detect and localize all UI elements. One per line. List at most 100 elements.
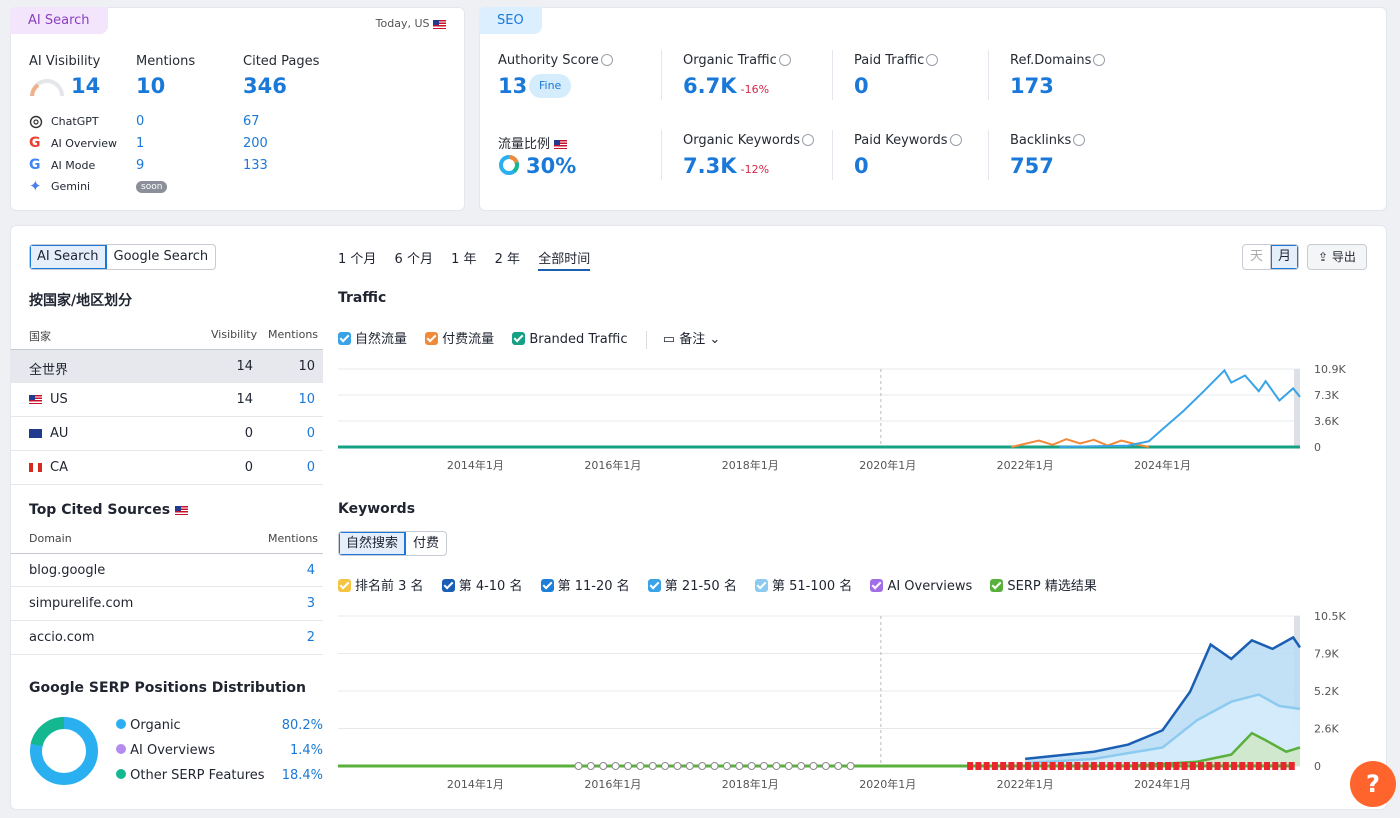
platform-cited[interactable]: 133 <box>243 158 268 173</box>
platform-mentions[interactable]: 0 <box>136 114 145 129</box>
google-update-marker <box>574 762 583 770</box>
legend-paid-traffic[interactable]: 付费流量 <box>425 332 494 347</box>
cited-title: Top Cited Sources <box>29 502 188 518</box>
google-update-marker <box>698 762 707 770</box>
ref-domains-value[interactable]: 173 <box>1010 74 1054 98</box>
authority-score-value[interactable]: 13 <box>498 74 528 98</box>
country-visibility: 14 <box>236 392 253 407</box>
google-update-marker <box>599 762 608 770</box>
info-icon[interactable] <box>1093 53 1106 66</box>
country-row-us[interactable]: US 14 10 <box>11 383 323 417</box>
export-button[interactable]: ⇪ 导出 <box>1307 244 1367 270</box>
info-icon[interactable] <box>802 133 814 146</box>
event-marker <box>1024 762 1031 770</box>
cited-row[interactable]: accio.com 2 <box>11 621 323 655</box>
cited-row[interactable]: blog.google 4 <box>11 553 323 587</box>
tab-all-time[interactable]: 全部时间 <box>538 252 591 271</box>
cited-row[interactable]: simpurelife.com 3 <box>11 587 323 621</box>
organic-traffic-value[interactable]: 6.7K -16% <box>683 74 770 98</box>
legend-organic-traffic[interactable]: 自然流量 <box>338 332 407 347</box>
serp-donut-chart <box>30 716 98 785</box>
platform-cited[interactable]: 67 <box>243 114 260 129</box>
info-icon[interactable] <box>1073 133 1086 146</box>
legend-21-50[interactable]: 第 21-50 名 <box>647 579 737 594</box>
info-icon[interactable] <box>926 53 939 66</box>
info-icon[interactable] <box>949 133 962 146</box>
cited-mentions[interactable]: 3 <box>306 596 315 611</box>
country-row-au[interactable]: AU 0 0 <box>11 417 323 451</box>
info-icon[interactable] <box>778 53 791 66</box>
fine-badge: Fine <box>529 74 572 98</box>
event-marker <box>1099 762 1106 770</box>
backlinks-value[interactable]: 757 <box>1010 154 1054 178</box>
series-line <box>1025 635 1302 761</box>
info-icon[interactable] <box>600 53 613 66</box>
cited-pages-value[interactable]: 346 <box>243 74 287 98</box>
event-marker <box>1206 762 1213 770</box>
platform-mentions[interactable]: 1 <box>136 136 145 151</box>
platform-name: AI Overview <box>51 137 118 150</box>
paid-keywords-label: Paid Keywords <box>854 133 962 148</box>
tab-1-year[interactable]: 1 年 <box>451 252 477 267</box>
ai-visibility-value[interactable]: 14 <box>71 74 101 98</box>
event-marker <box>967 762 974 770</box>
platform-mentions[interactable]: 9 <box>136 158 145 173</box>
organic-traffic-label: Organic Traffic <box>683 53 791 68</box>
legend-51-100[interactable]: 第 51-100 名 <box>754 579 852 594</box>
us-flag-icon <box>433 19 446 29</box>
organic-keywords-value[interactable]: 7.3K -12% <box>683 154 770 178</box>
granularity-day[interactable]: 天 <box>1243 245 1272 269</box>
country-mentions[interactable]: 0 <box>306 426 315 441</box>
legend-serp-features[interactable]: SERP 精选结果 <box>990 579 1097 594</box>
cited-mentions[interactable]: 2 <box>306 630 315 645</box>
tab-2-years[interactable]: 2 年 <box>494 252 521 267</box>
tab-paid[interactable]: 付费 <box>413 536 440 551</box>
divider <box>661 130 662 180</box>
seo-tag: SEO <box>479 7 542 34</box>
legend-branded-traffic[interactable]: Branded Traffic <box>512 332 627 347</box>
legend-ai-overviews[interactable]: AI Overviews <box>870 579 972 594</box>
country-mentions[interactable]: 0 <box>306 460 315 475</box>
event-marker <box>1214 762 1221 770</box>
granularity-month[interactable]: 月 <box>1271 245 1299 269</box>
serp-title: Google SERP Positions Distribution <box>29 680 306 696</box>
legend-11-20[interactable]: 第 11-20 名 <box>540 579 630 594</box>
legend-4-10[interactable]: 第 4-10 名 <box>441 579 522 594</box>
organic-keywords-label: Organic Keywords <box>683 133 814 148</box>
google-icon: G <box>29 157 41 173</box>
paid-traffic-value[interactable]: 0 <box>854 74 869 98</box>
tab-6-months[interactable]: 6 个月 <box>394 252 433 267</box>
serp-legend-organic: Organic 80.2% <box>116 718 323 733</box>
scroll-handle <box>1294 369 1300 447</box>
paid-keywords-value[interactable]: 0 <box>854 154 869 178</box>
country-mentions[interactable]: 10 <box>298 392 315 407</box>
help-button[interactable]: ? <box>1350 761 1396 807</box>
country-mentions: 10 <box>298 359 315 374</box>
notes-dropdown[interactable]: ▭ 备注 ⌄ <box>662 332 721 347</box>
toggle-ai-search[interactable]: AI Search <box>30 245 107 269</box>
mentions-value[interactable]: 10 <box>136 74 166 98</box>
event-marker <box>1140 762 1147 770</box>
google-update-marker <box>797 762 806 770</box>
organic-keywords-delta: -12% <box>740 163 770 176</box>
cited-mentions[interactable]: 4 <box>306 563 315 578</box>
x-tick-label: 2016年1月 <box>584 777 641 791</box>
event-marker <box>1264 762 1271 770</box>
country-row-world[interactable]: 全世界 14 10 <box>11 349 323 383</box>
soon-badge: soon <box>136 181 168 193</box>
y-tick-label: 2.6K <box>1314 723 1339 736</box>
x-tick-label: 2024年1月 <box>1134 458 1191 472</box>
platform-cited[interactable]: 200 <box>243 136 268 151</box>
us-flag-icon <box>29 395 42 404</box>
divider <box>832 50 833 100</box>
traffic-share-value[interactable]: 30% <box>526 154 577 178</box>
series-line <box>1025 693 1301 765</box>
y-tick-label: 5.2K <box>1314 685 1339 698</box>
tab-1-month[interactable]: 1 个月 <box>338 252 377 267</box>
event-marker <box>1074 762 1081 770</box>
toggle-google-search[interactable]: Google Search <box>113 249 209 264</box>
legend-top-3[interactable]: 排名前 3 名 <box>338 579 424 594</box>
country-visibility: 0 <box>244 426 253 441</box>
country-row-ca[interactable]: CA 0 0 <box>11 451 323 485</box>
tab-organic-search[interactable]: 自然搜索 <box>339 532 407 555</box>
